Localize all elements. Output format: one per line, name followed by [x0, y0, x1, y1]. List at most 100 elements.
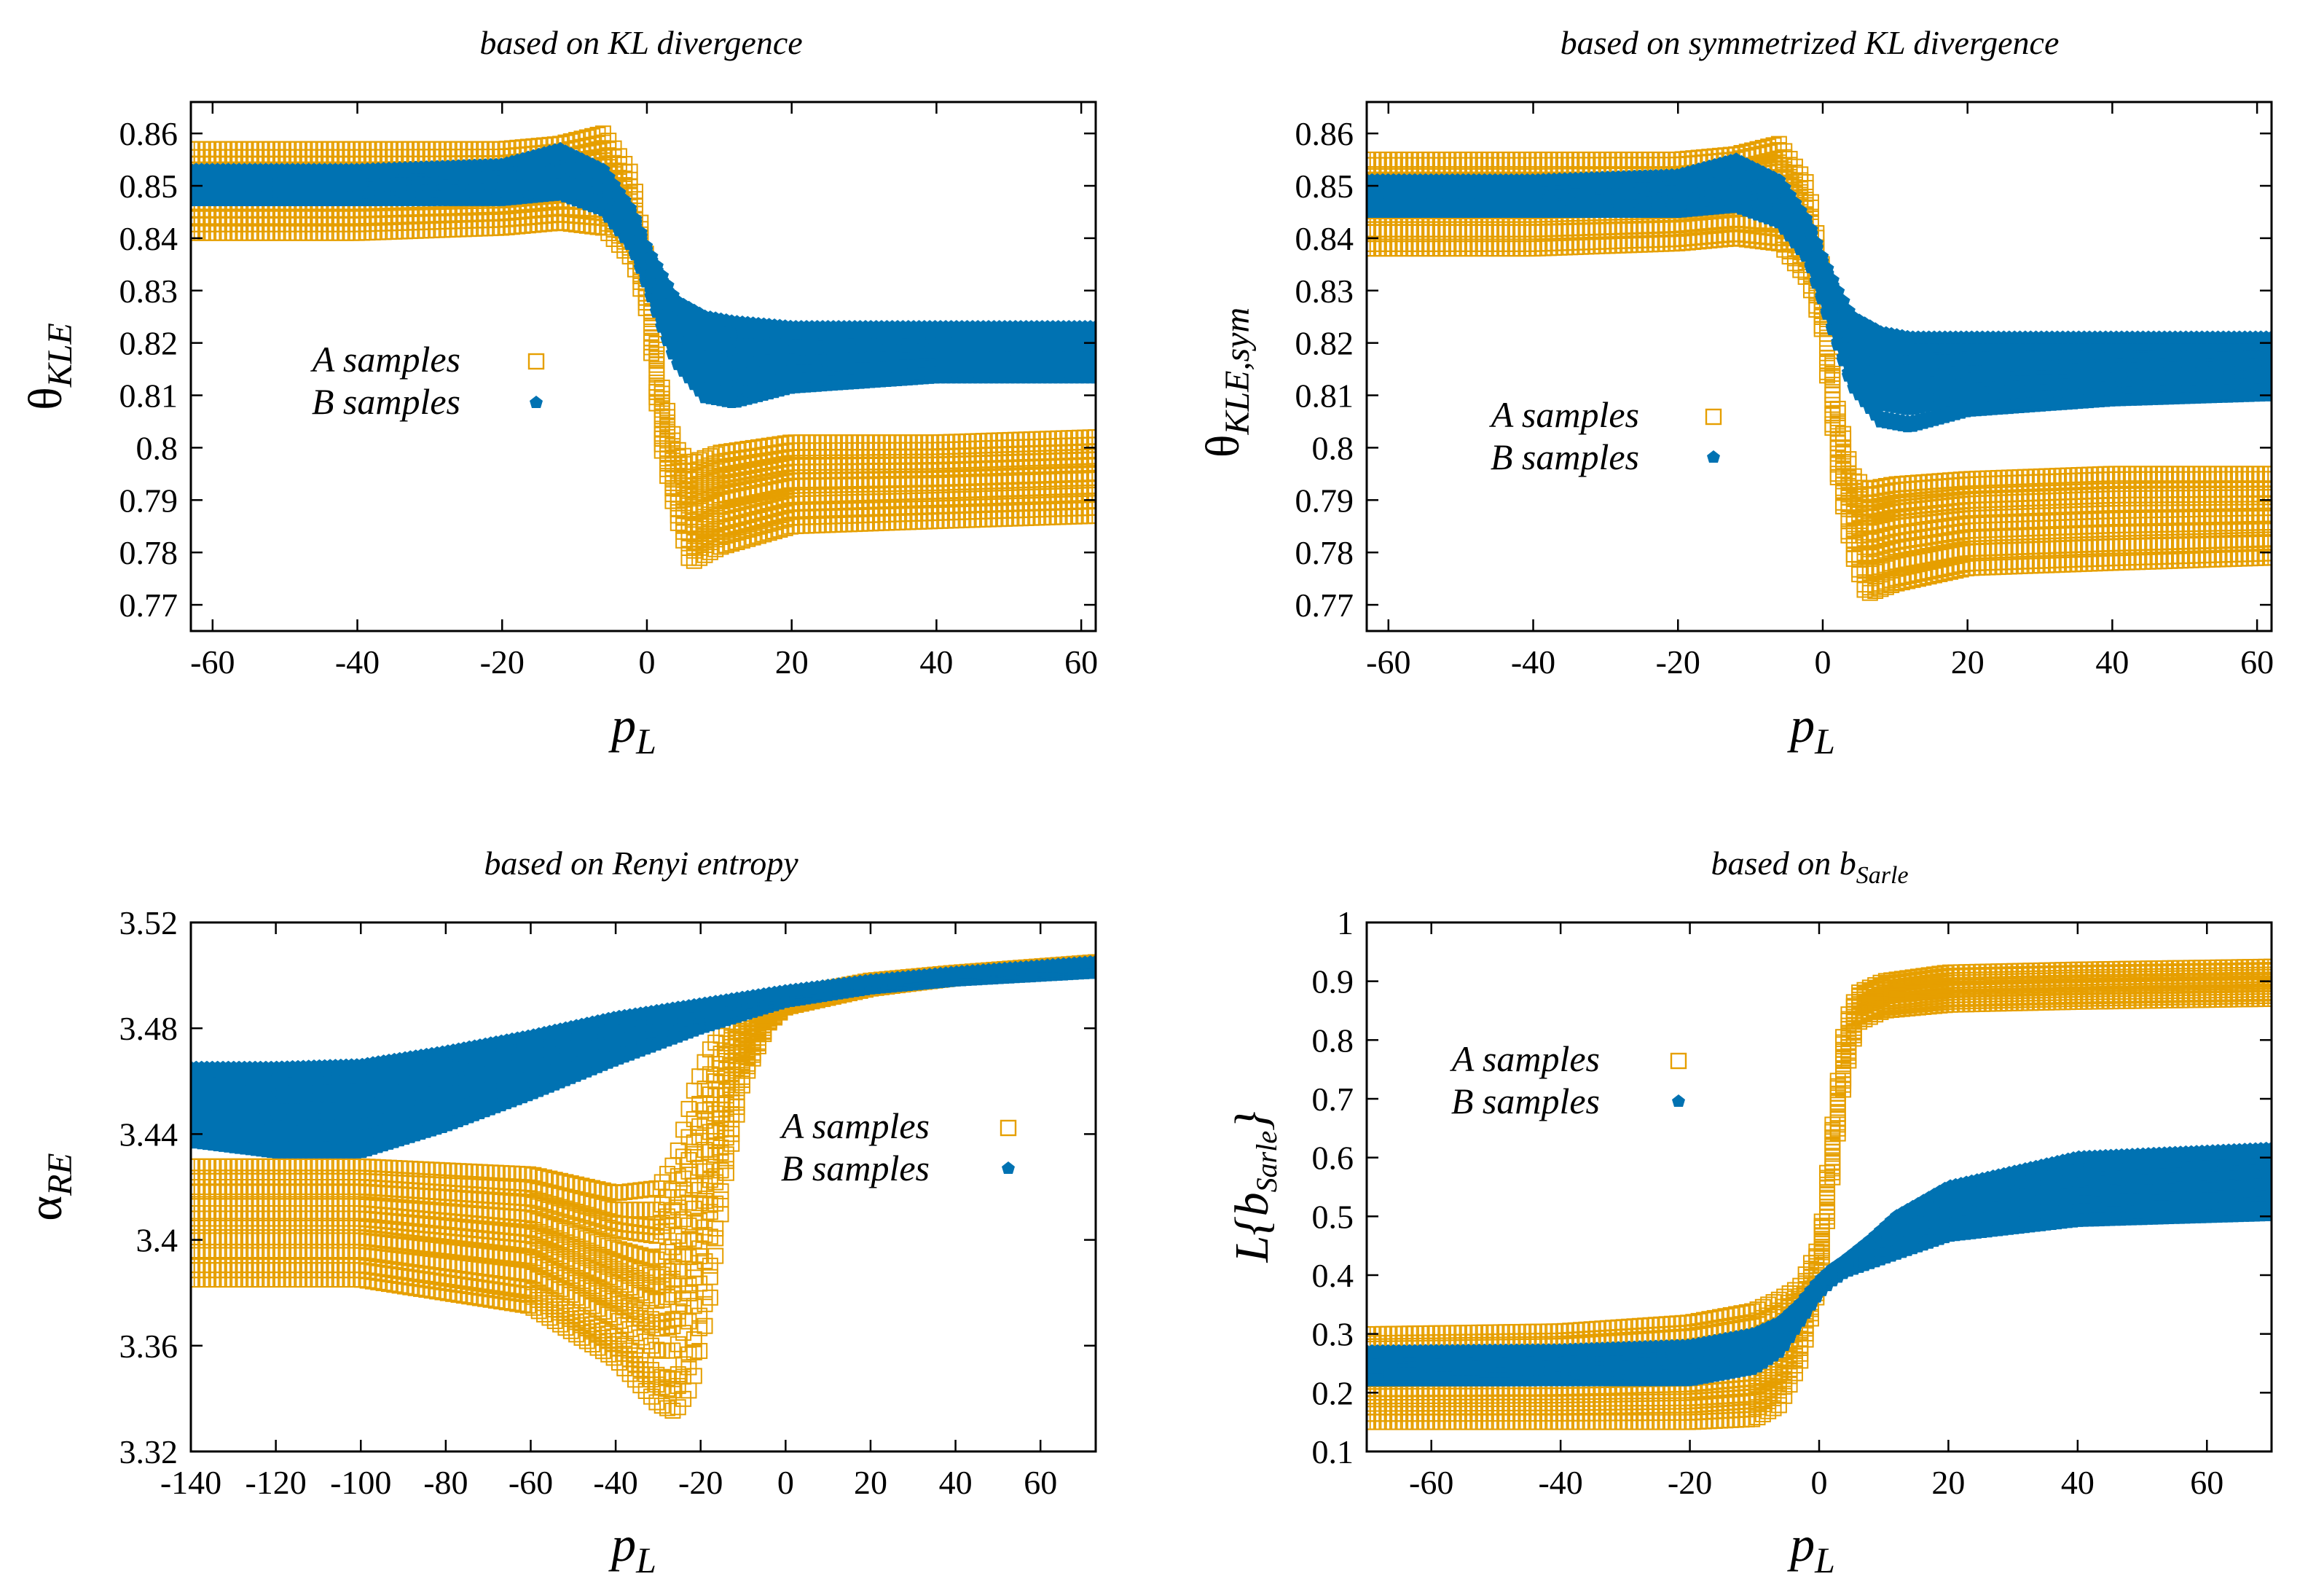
- marker-a: [874, 471, 890, 487]
- marker-a: [900, 470, 916, 487]
- marker-a: [831, 463, 847, 479]
- panel-kl-legend: A samples B samples: [310, 339, 545, 422]
- marker-a: [2119, 554, 2135, 571]
- marker-a: [712, 444, 729, 461]
- marker-a: [300, 224, 317, 241]
- marker-a: [2221, 551, 2237, 568]
- marker-a: [863, 515, 879, 532]
- marker-a: [1701, 232, 1718, 249]
- panel-symkl: based on symmetrized KL divergence -60 -4…: [1196, 24, 2274, 761]
- marker-a: [718, 444, 734, 461]
- marker-a: [686, 498, 702, 515]
- marker-a: [402, 223, 419, 240]
- marker-a: [252, 224, 269, 241]
- marker-a: [2087, 555, 2103, 572]
- marker-a: [809, 471, 825, 488]
- marker-a: [1476, 240, 1493, 257]
- marker-a: [1508, 240, 1525, 257]
- marker-a: [584, 128, 601, 144]
- marker-a: [879, 462, 895, 479]
- marker-a: [841, 516, 857, 533]
- marker-a: [718, 452, 734, 469]
- panel-symkl-title: based on symmetrized KL divergence: [1561, 24, 2060, 61]
- legend-a-label: A samples: [310, 339, 460, 380]
- marker-a: [1663, 235, 1680, 252]
- marker-a: [2097, 555, 2114, 571]
- marker-a: [879, 476, 895, 493]
- marker-a: [1433, 240, 1450, 257]
- y-tick-label: 0.81: [119, 377, 178, 415]
- x-tick-label: 40: [919, 643, 953, 681]
- marker-a: [804, 517, 820, 534]
- marker-a: [2038, 557, 2055, 573]
- marker-a: [225, 224, 242, 241]
- marker-a: [916, 470, 933, 487]
- marker-a: [241, 224, 258, 241]
- marker-a: [745, 439, 761, 456]
- marker-a: [793, 463, 809, 480]
- marker-a: [814, 458, 831, 474]
- marker-a: [820, 463, 836, 480]
- marker-a: [1407, 240, 1424, 257]
- marker-a: [1088, 480, 1096, 497]
- marker-a: [2188, 552, 2205, 568]
- marker-a: [659, 402, 676, 419]
- marker-a: [1712, 231, 1729, 248]
- marker-a: [884, 457, 900, 474]
- marker-a: [332, 224, 349, 241]
- marker-a: [621, 163, 638, 180]
- marker-a: [798, 463, 815, 480]
- marker-a: [1610, 237, 1627, 254]
- marker-a: [220, 224, 237, 241]
- marker-a: [2162, 552, 2178, 569]
- marker-a: [380, 224, 397, 240]
- x-tick-label: -60: [190, 643, 235, 681]
- marker-a: [236, 224, 253, 241]
- marker-a: [1637, 236, 1654, 253]
- marker-a: [2178, 552, 2194, 569]
- x-tick-label: 0: [638, 643, 655, 681]
- legend-b-marker: [530, 396, 543, 408]
- marker-a: [852, 471, 868, 487]
- marker-a: [825, 463, 841, 479]
- marker-a: [2113, 555, 2130, 571]
- marker-a: [1401, 240, 1418, 257]
- marker-a: [215, 224, 232, 241]
- y-tick-label: 0.84: [119, 220, 178, 257]
- marker-a: [857, 457, 874, 474]
- marker-a: [755, 438, 772, 455]
- marker-a: [804, 477, 820, 494]
- marker-a: [696, 536, 713, 553]
- marker-a: [2140, 553, 2156, 570]
- marker-b: [1088, 320, 1096, 334]
- marker-b: [660, 278, 675, 292]
- marker-a: [2129, 554, 2146, 571]
- marker-b: [639, 239, 653, 253]
- marker-a: [841, 471, 857, 488]
- marker-a: [809, 463, 825, 480]
- marker-a: [2151, 553, 2167, 570]
- marker-a: [1985, 559, 2001, 576]
- marker-a: [900, 457, 916, 474]
- marker-a: [2108, 555, 2124, 571]
- marker-a: [311, 224, 328, 241]
- y-tick-label: 0.85: [119, 168, 178, 205]
- marker-a: [809, 458, 825, 474]
- marker-a: [820, 471, 836, 488]
- x-tick-label: -20: [480, 643, 525, 681]
- marker-a: [680, 539, 697, 556]
- marker-a: [734, 442, 750, 458]
- marker-a: [686, 454, 702, 471]
- marker-a: [1995, 558, 2012, 575]
- marker-a: [686, 552, 702, 569]
- marker-a: [814, 463, 831, 480]
- marker-b: [633, 225, 648, 239]
- marker-a: [863, 457, 879, 474]
- marker-a: [1679, 234, 1696, 251]
- marker-a: [263, 224, 280, 241]
- marker-a: [847, 463, 863, 479]
- marker-a: [1412, 240, 1429, 257]
- marker-a: [906, 470, 922, 487]
- y-tick-label: 0.83: [119, 273, 178, 310]
- y-tick-label: 0.77: [119, 587, 178, 624]
